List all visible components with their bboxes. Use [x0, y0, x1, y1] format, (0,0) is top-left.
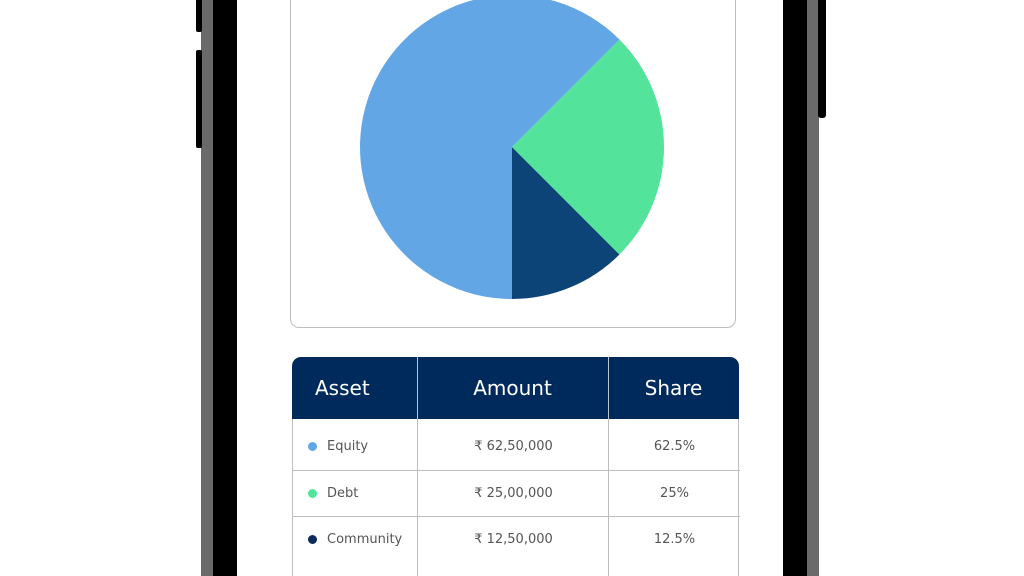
table-row: Debt ₹ 25,00,000 25% [293, 471, 740, 517]
table-body: Equity ₹ 62,50,000 62.5% Debt ₹ 25,00,00… [292, 419, 740, 576]
phone-volume-button [196, 50, 202, 148]
phone-bezel-right [807, 0, 819, 576]
row-amount: ₹ 12,50,000 [474, 532, 553, 547]
row-divider [293, 516, 740, 517]
row-amount: ₹ 25,00,000 [474, 486, 553, 501]
row-divider [293, 470, 740, 471]
phone-side-button-top-left [196, 0, 202, 32]
asset-allocation-table: Asset Amount Share Equity ₹ 62,50,000 62… [292, 357, 740, 576]
row-share: 62.5% [653, 439, 696, 454]
row-asset: Community [327, 532, 403, 547]
header-divider [417, 357, 418, 419]
phone-power-button [818, 0, 826, 118]
row-amount: ₹ 62,50,000 [474, 439, 553, 454]
header-asset: Asset [315, 376, 370, 400]
table-row: Community ₹ 12,50,000 12.5% [293, 517, 740, 563]
header-share: Share [644, 376, 703, 400]
row-asset: Equity [327, 439, 369, 454]
equity-color-dot [308, 442, 317, 451]
header-amount: Amount [473, 376, 552, 400]
row-asset: Debt [327, 486, 359, 501]
table-header: Asset Amount Share [292, 357, 739, 419]
row-share: 25% [660, 486, 689, 501]
debt-slice [512, 39, 664, 255]
pie-chart-card [290, 0, 736, 328]
row-share: 12.5% [653, 532, 696, 547]
equity-slice [360, 0, 620, 299]
header-divider [608, 357, 609, 419]
community-color-dot [308, 535, 317, 544]
community-slice [512, 147, 620, 299]
debt-color-dot [308, 489, 317, 498]
column-divider [417, 419, 418, 576]
phone-screen: Asset Amount Share Equity ₹ 62,50,000 62… [237, 0, 783, 576]
column-divider [608, 419, 609, 576]
phone-bezel-left [201, 0, 213, 576]
table-row: Equity ₹ 62,50,000 62.5% [293, 424, 740, 470]
pie-chart [360, 0, 664, 299]
